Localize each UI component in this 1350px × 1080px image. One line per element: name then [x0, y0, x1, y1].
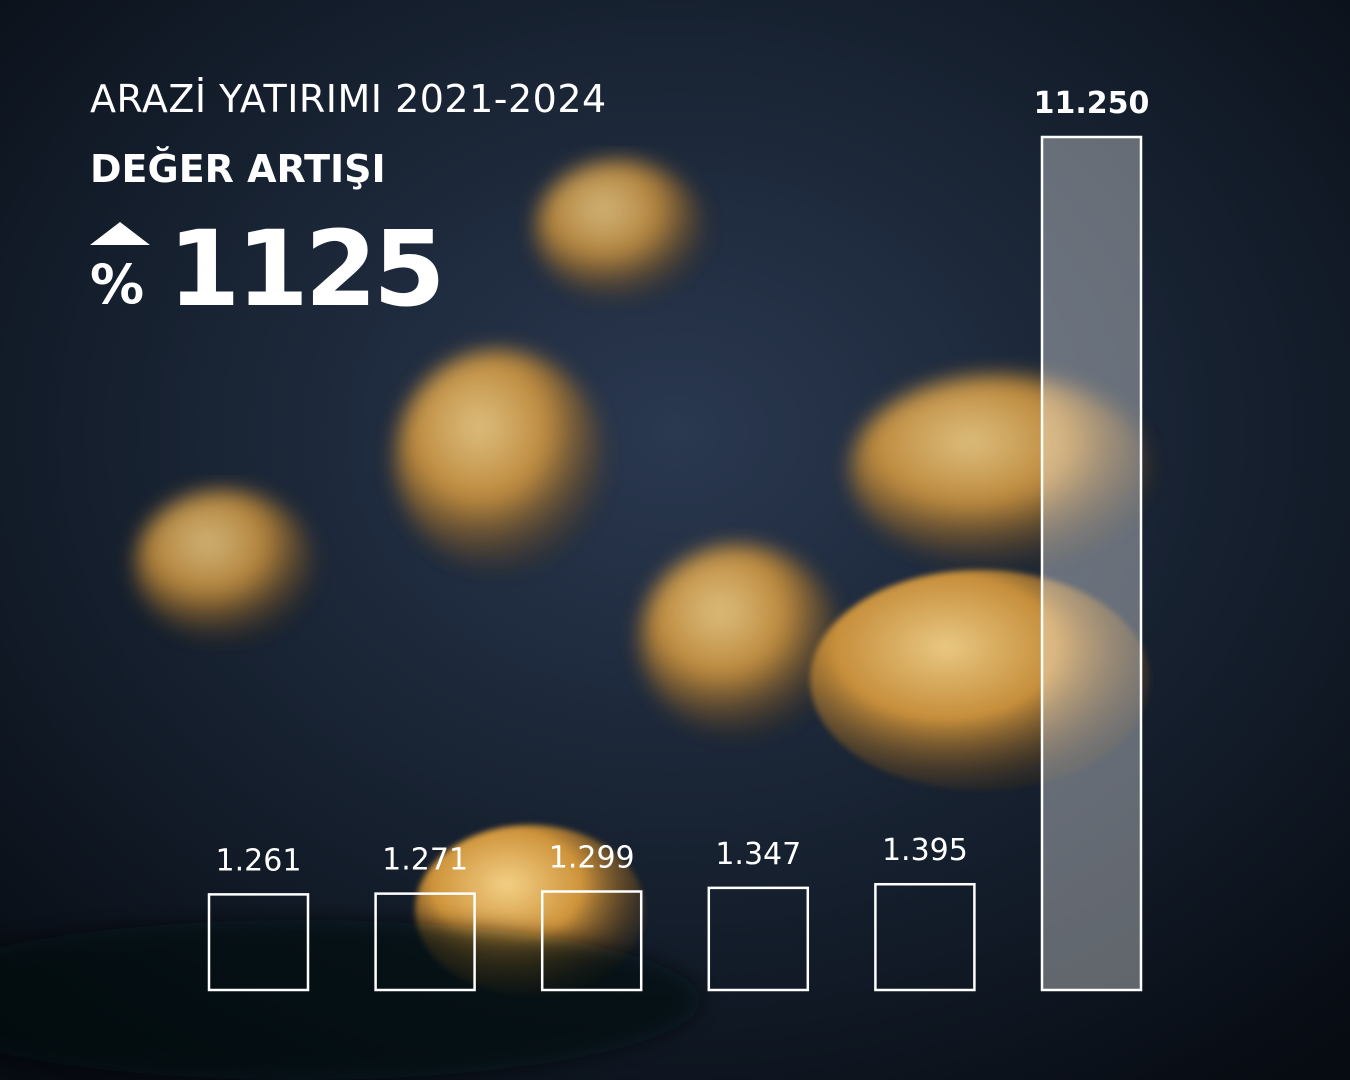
value-label: 1.395 — [882, 833, 968, 868]
bar — [874, 882, 976, 992]
value-label: 1.261 — [216, 843, 302, 878]
bar — [540, 890, 643, 992]
bar — [1040, 135, 1143, 992]
value-label: 1.271 — [382, 843, 468, 878]
up-arrow — [90, 222, 150, 245]
value-label: 1.299 — [549, 841, 635, 876]
value-label: 11.250 — [1034, 86, 1150, 121]
bar — [207, 893, 310, 992]
highlight-value: 1125 — [168, 208, 441, 330]
bar — [707, 886, 810, 992]
title: ARAZİ YATIRIMI 2021-2024 — [90, 77, 607, 121]
background-nuggets — [0, 160, 1150, 1080]
bar — [374, 892, 476, 992]
percent-symbol: % — [90, 253, 144, 316]
value-label: 1.347 — [715, 837, 801, 872]
subtitle: DEĞER ARTIŞI — [90, 147, 386, 191]
